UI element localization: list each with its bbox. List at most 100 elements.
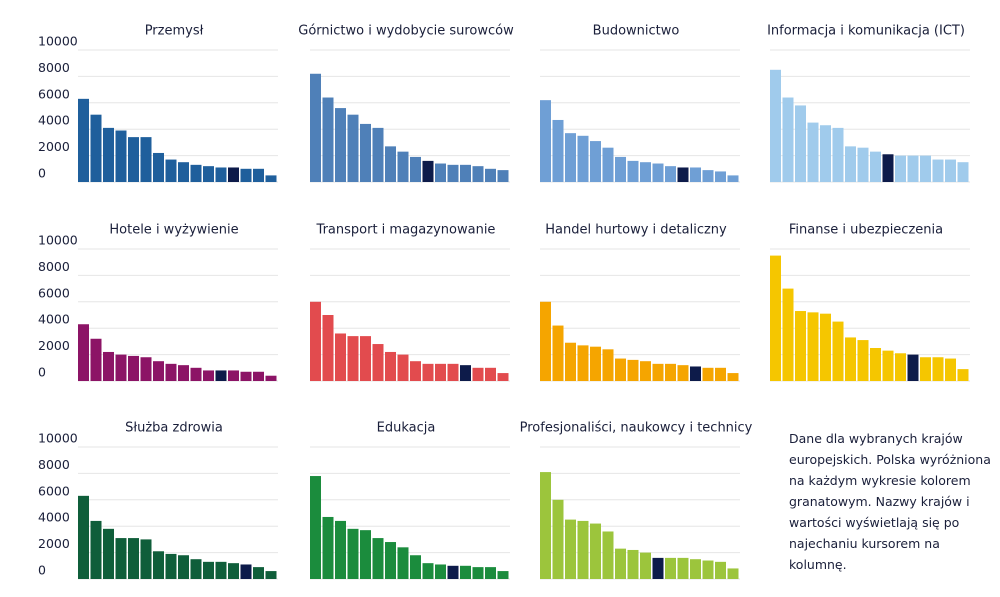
bar [957, 369, 969, 381]
y-tick-label: 8000 [38, 457, 70, 472]
bar [103, 351, 114, 381]
bar [115, 538, 127, 579]
bar [253, 371, 264, 381]
bar [165, 159, 177, 182]
bar [870, 348, 881, 381]
bar [228, 167, 239, 182]
bar [265, 571, 277, 579]
bar [565, 133, 576, 182]
bar [627, 160, 639, 182]
bar [78, 495, 89, 579]
y-tick-label: 0 [38, 563, 46, 578]
bar [552, 119, 564, 182]
bar [178, 162, 189, 182]
bar [677, 557, 689, 579]
bar [640, 162, 651, 182]
bar [727, 175, 739, 182]
bar [932, 357, 944, 381]
bar [203, 561, 214, 579]
bar [90, 114, 102, 182]
bar [677, 365, 689, 381]
y-tick-label: 8000 [38, 259, 70, 274]
bar [447, 363, 459, 381]
bar [78, 98, 89, 182]
bar [577, 520, 589, 579]
bar [770, 69, 781, 182]
bar [627, 549, 639, 579]
bar [770, 255, 781, 381]
bar [907, 354, 919, 381]
bar [322, 97, 334, 182]
bar [460, 164, 471, 182]
bar [310, 476, 321, 579]
bar [240, 564, 252, 579]
bar [153, 152, 164, 182]
bar [422, 563, 434, 579]
bar [228, 563, 239, 579]
bar [945, 159, 956, 182]
bar [807, 312, 819, 381]
bar [372, 127, 384, 182]
bar [360, 530, 371, 579]
bar [372, 538, 384, 579]
bar [715, 367, 726, 381]
bar [540, 100, 551, 182]
bar [472, 367, 484, 381]
bar [472, 567, 484, 579]
bar [782, 288, 794, 381]
bar [397, 151, 409, 182]
bar [702, 367, 714, 381]
bar [410, 555, 421, 579]
bar [347, 336, 359, 381]
bar [360, 123, 371, 182]
bar [602, 147, 614, 182]
bar [485, 367, 496, 381]
bar [602, 531, 614, 579]
bar [128, 355, 139, 381]
y-tick-label: 6000 [38, 483, 70, 498]
y-tick-label: 2000 [38, 139, 70, 154]
bar [565, 342, 576, 381]
bar [90, 520, 102, 579]
bar [460, 565, 471, 579]
bar [920, 357, 931, 381]
y-tick-label: 2000 [38, 338, 70, 353]
chart-title: Budownictwo [593, 24, 680, 39]
bar [590, 141, 601, 182]
bar [140, 137, 152, 182]
bar [165, 363, 177, 381]
chart-title: Edukacja [377, 421, 436, 436]
bar [497, 373, 509, 381]
bar [397, 354, 409, 381]
bar [178, 365, 189, 381]
bar [422, 363, 434, 381]
note: Dane dla wybranych krajów europejskich. … [789, 431, 991, 572]
bar [882, 154, 894, 182]
bar [945, 358, 956, 381]
y-tick-label: 6000 [38, 86, 70, 101]
bar [882, 350, 894, 381]
bar [190, 559, 202, 579]
bar [190, 164, 202, 182]
bar [640, 361, 651, 381]
bar [845, 146, 856, 182]
bar [115, 354, 127, 381]
bar [540, 301, 551, 381]
bar [540, 472, 551, 579]
bar [485, 567, 496, 579]
chart-title: Profesjonaliści, naukowcy i technicy [520, 421, 753, 436]
bar [165, 553, 177, 579]
bar [397, 547, 409, 579]
bar [485, 168, 496, 182]
bar [253, 168, 264, 182]
bar [957, 162, 969, 182]
y-tick-label: 8000 [38, 60, 70, 75]
bar [615, 156, 626, 182]
chart-title: Informacja i komunikacja (ICT) [767, 24, 965, 39]
bar [727, 568, 739, 579]
bar [372, 344, 384, 381]
y-tick-label: 0 [38, 365, 46, 380]
bar [190, 367, 202, 381]
bar [577, 135, 589, 182]
